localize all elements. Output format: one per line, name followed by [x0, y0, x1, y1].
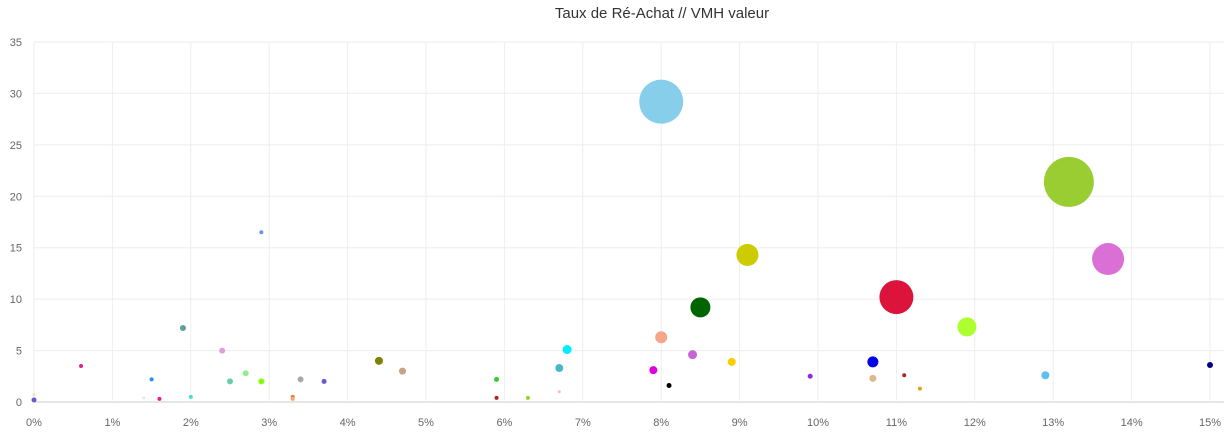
grid — [33, 41, 1224, 403]
data-point[interactable] — [188, 394, 193, 399]
data-point[interactable] — [902, 373, 907, 378]
x-tick-label: 0% — [26, 417, 42, 429]
data-point[interactable] — [157, 396, 162, 401]
x-tick-label: 14% — [1121, 417, 1143, 429]
data-point[interactable] — [869, 374, 877, 382]
data-point[interactable] — [525, 395, 530, 400]
x-axis-ticks: 0% 1% 2% 3% 4% 5% 6% 7% 8% 9% 10% 11% 12% 13% 14% 15% — [26, 417, 1221, 429]
y-tick-label: 25 — [10, 140, 22, 152]
data-point[interactable] — [179, 324, 186, 331]
data-point[interactable] — [867, 356, 879, 368]
x-tick-label: 6% — [496, 417, 512, 429]
x-tick-label: 13% — [1042, 417, 1064, 429]
data-point[interactable] — [290, 396, 295, 401]
y-tick-label: 0 — [16, 397, 22, 409]
data-point[interactable] — [219, 347, 226, 354]
x-tick-label: 1% — [104, 417, 120, 429]
x-tick-label: 12% — [964, 417, 986, 429]
data-point[interactable] — [321, 378, 327, 384]
data-point[interactable] — [807, 373, 813, 379]
y-tick-label: 10 — [10, 294, 22, 306]
data-point[interactable] — [374, 356, 383, 365]
data-point[interactable] — [1092, 243, 1125, 276]
data-point[interactable] — [1041, 371, 1050, 380]
x-tick-label: 11% — [886, 417, 907, 429]
data-point[interactable] — [258, 378, 265, 385]
data-point[interactable] — [31, 397, 37, 403]
y-tick-label: 20 — [10, 191, 22, 203]
data-point[interactable] — [242, 370, 249, 377]
chart-title: Taux de Ré-Achat // VMH valeur — [555, 5, 769, 22]
data-point[interactable] — [666, 383, 672, 389]
x-tick-label: 8% — [653, 417, 669, 429]
data-point[interactable] — [736, 243, 759, 266]
data-point[interactable] — [149, 377, 154, 382]
x-tick-label: 7% — [575, 417, 591, 429]
data-point[interactable] — [32, 393, 36, 397]
data-point[interactable] — [688, 350, 698, 360]
y-tick-label: 5 — [16, 346, 22, 358]
data-point[interactable] — [557, 390, 561, 394]
data-point[interactable] — [555, 364, 564, 373]
x-tick-label: 3% — [261, 417, 277, 429]
x-tick-label: 10% — [807, 417, 829, 429]
data-point[interactable] — [917, 386, 922, 391]
data-point[interactable] — [957, 317, 977, 337]
data-point[interactable] — [690, 297, 711, 318]
x-tick-label: 9% — [732, 417, 748, 429]
data-point[interactable] — [879, 280, 914, 315]
data-point[interactable] — [494, 395, 499, 400]
data-point[interactable] — [142, 396, 146, 400]
data-point[interactable] — [727, 357, 736, 366]
data-point[interactable] — [1207, 361, 1213, 368]
y-tick-label: 15 — [10, 243, 22, 255]
data-point[interactable] — [297, 376, 304, 383]
data-point[interactable] — [649, 366, 658, 375]
y-axis-ticks: 0 5 10 15 20 25 30 35 — [10, 37, 22, 409]
data-point[interactable] — [1043, 156, 1094, 207]
y-tick-label: 35 — [10, 37, 22, 49]
data-point[interactable] — [562, 345, 572, 355]
data-point[interactable] — [227, 378, 233, 385]
x-tick-label: 2% — [183, 417, 199, 429]
data-point[interactable] — [655, 331, 668, 344]
data-point[interactable] — [639, 79, 684, 124]
data-point[interactable] — [494, 376, 500, 382]
data-points — [31, 79, 1213, 403]
x-tick-label: 5% — [418, 417, 434, 429]
x-tick-label: 15% — [1199, 417, 1221, 429]
data-point[interactable] — [398, 367, 406, 375]
data-point[interactable] — [259, 230, 264, 235]
data-point[interactable] — [79, 364, 84, 368]
x-tick-label: 4% — [340, 417, 356, 429]
y-tick-label: 30 — [10, 88, 22, 100]
